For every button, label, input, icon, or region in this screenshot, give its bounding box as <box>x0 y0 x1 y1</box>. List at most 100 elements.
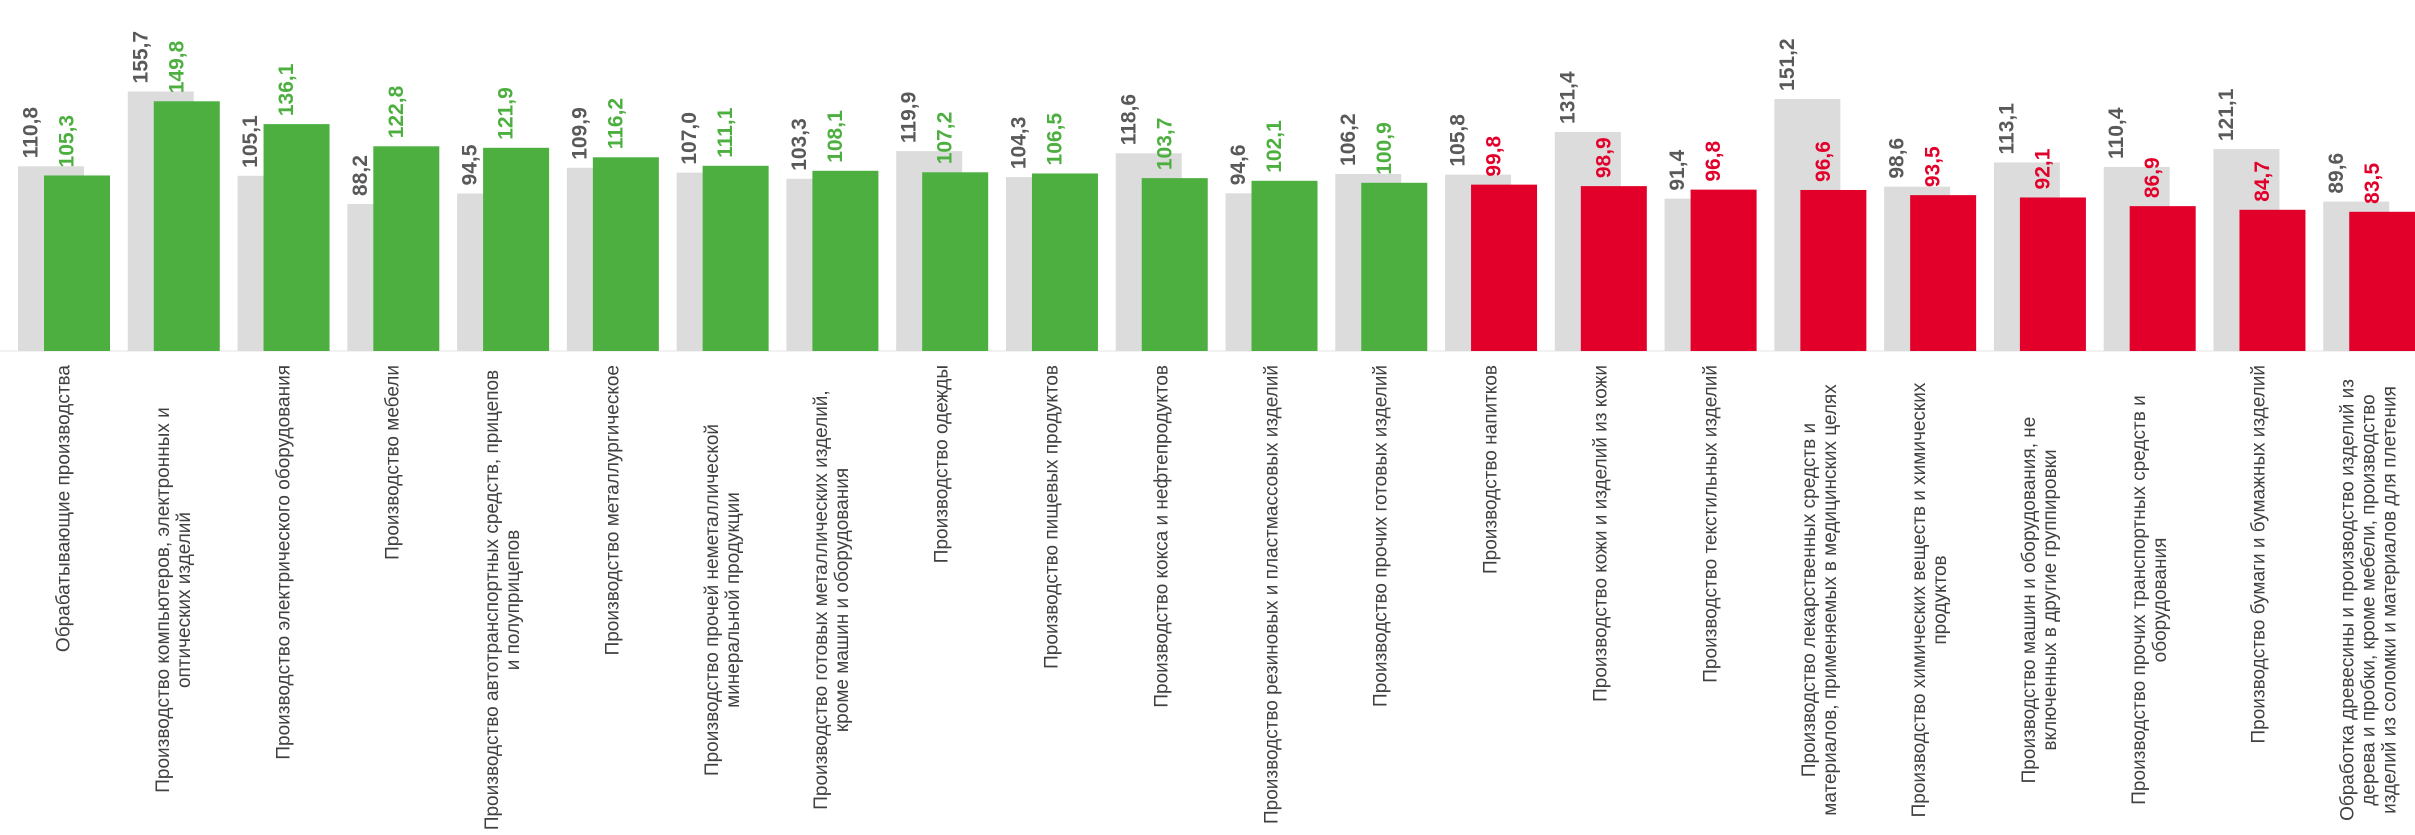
value-label: 99,8 <box>1483 135 1506 176</box>
current-bar <box>264 124 330 351</box>
category-text: Производство компьютеров, электронных и … <box>153 365 195 835</box>
category-text: Производство резиновых и пластмассовых и… <box>1261 365 1282 824</box>
value-label: 136,1 <box>275 63 298 116</box>
value-label: 100,9 <box>1373 122 1396 175</box>
category-label: Производство химических веществ и химиче… <box>1909 365 1951 835</box>
current-bar <box>1581 186 1647 351</box>
value-label: 88,2 <box>349 155 372 196</box>
category-text: Производство напитков <box>1481 365 1502 574</box>
current-bar <box>1252 181 1318 351</box>
category-label: Производство лекарственных средств и мат… <box>1799 365 1841 835</box>
category-text: Обработка древесины и производство издел… <box>2338 365 2401 835</box>
category-label: Производство машин и оборудования, не вк… <box>2019 365 2061 835</box>
value-label: 119,9 <box>898 92 921 143</box>
value-label: 93,5 <box>1922 146 1945 187</box>
value-label: 89,6 <box>2325 153 2348 194</box>
value-label: 108,1 <box>824 110 847 163</box>
value-label: 105,8 <box>1447 114 1470 167</box>
current-bar <box>373 146 439 351</box>
category-text: Производство прочих транспортных средств… <box>2129 365 2171 835</box>
value-label: 118,6 <box>1117 94 1140 145</box>
page: 110,8105,3155,7149,8105,1136,188,2122,89… <box>0 0 2415 828</box>
current-bar <box>812 171 878 351</box>
category-text: Производство пищевых продуктов <box>1041 365 1062 669</box>
value-label: 107,2 <box>934 112 957 165</box>
value-label: 113,1 <box>1995 103 2018 155</box>
current-bar <box>1800 190 1866 351</box>
category-label: Производство бумаги и бумажных изделий <box>2249 365 2270 835</box>
current-bar <box>1471 185 1537 351</box>
current-bar <box>154 101 220 351</box>
value-label: 91,4 <box>1666 149 1689 190</box>
category-text: Производство кожи и изделий из кожи <box>1590 365 1611 702</box>
value-label: 110,4 <box>2105 107 2128 159</box>
category-text: Обрабатывающие производства <box>54 365 75 652</box>
value-label: 122,8 <box>385 85 408 138</box>
value-label: 121,9 <box>495 87 518 140</box>
current-bar <box>2349 212 2415 351</box>
value-label: 104,3 <box>1008 117 1031 170</box>
category-label: Производство кожи и изделий из кожи <box>1590 365 1611 835</box>
category-label: Производство текстильных изделий <box>1700 365 1721 835</box>
category-text: Производство химических веществ и химиче… <box>1909 365 1951 835</box>
category-text: Производство электрического оборудования <box>273 365 294 760</box>
value-label: 86,9 <box>2141 157 2164 198</box>
category-text: Производство текстильных изделий <box>1700 365 1721 683</box>
category-text: Производство прочих готовых изделий <box>1371 365 1392 707</box>
value-label: 106,2 <box>1337 113 1360 166</box>
current-bar <box>1691 190 1757 351</box>
category-label: Обрабатывающие производства <box>54 365 75 835</box>
value-label: 83,5 <box>2361 163 2384 204</box>
current-bar <box>1910 195 1976 351</box>
category-text: Производство кокса и нефтепродуктов <box>1151 365 1172 708</box>
value-label: 121,1 <box>2215 88 2238 141</box>
current-bar <box>2239 210 2305 351</box>
value-label: 110,8 <box>20 107 43 159</box>
value-label: 98,9 <box>1592 137 1615 178</box>
current-bar <box>593 157 659 351</box>
value-label: 96,8 <box>1702 140 1725 181</box>
category-text: Производство металлургическое <box>602 365 623 655</box>
value-label: 103,7 <box>1153 118 1176 171</box>
current-bar <box>44 175 110 351</box>
category-label: Производство резиновых и пластмассовых и… <box>1261 365 1282 835</box>
value-label: 105,1 <box>239 115 262 168</box>
current-bar <box>2130 206 2196 351</box>
category-text: Производство машин и оборудования, не вк… <box>2019 365 2061 835</box>
value-label: 151,2 <box>1776 38 1799 91</box>
category-label: Производство автотранспортных средств, п… <box>482 365 524 835</box>
value-label: 103,3 <box>788 118 811 171</box>
value-label: 94,6 <box>1227 144 1250 185</box>
category-text: Производство автотранспортных средств, п… <box>482 365 524 835</box>
category-label: Производство прочих транспортных средств… <box>2129 365 2171 835</box>
category-label: Производство мебели <box>383 365 404 835</box>
value-label: 105,3 <box>56 115 79 168</box>
value-label: 149,8 <box>165 40 188 93</box>
current-bar <box>1142 178 1208 351</box>
category-label: Производство пищевых продуктов <box>1041 365 1062 835</box>
category-text: Производство прочей неметаллической мине… <box>702 365 744 835</box>
value-label: 102,1 <box>1263 120 1286 173</box>
category-text: Производство лекарственных средств и мат… <box>1799 365 1841 835</box>
category-label: Производство напитков <box>1481 365 1502 835</box>
value-label: 98,6 <box>1886 138 1909 179</box>
category-label: Производство прочих готовых изделий <box>1371 365 1392 835</box>
category-text: Производство бумаги и бумажных изделий <box>2249 365 2270 744</box>
category-label: Производство одежды <box>932 365 953 835</box>
value-label: 116,2 <box>604 98 627 149</box>
current-bar <box>703 166 769 351</box>
value-label: 107,0 <box>678 112 701 165</box>
current-bar <box>1032 173 1098 351</box>
category-label: Производство готовых металлических издел… <box>811 365 853 835</box>
value-label: 131,4 <box>1556 71 1579 124</box>
current-bar <box>2020 197 2086 351</box>
value-label: 106,5 <box>1044 113 1067 166</box>
category-label: Производство компьютеров, электронных и … <box>153 365 195 835</box>
current-bar <box>483 148 549 351</box>
value-label: 109,9 <box>568 107 591 160</box>
current-bar <box>922 172 988 351</box>
category-label: Производство кокса и нефтепродуктов <box>1151 365 1172 835</box>
value-label: 111,1 <box>714 107 737 158</box>
category-label: Производство прочей неметаллической мине… <box>702 365 744 835</box>
category-label: Производство электрического оборудования <box>273 365 294 835</box>
